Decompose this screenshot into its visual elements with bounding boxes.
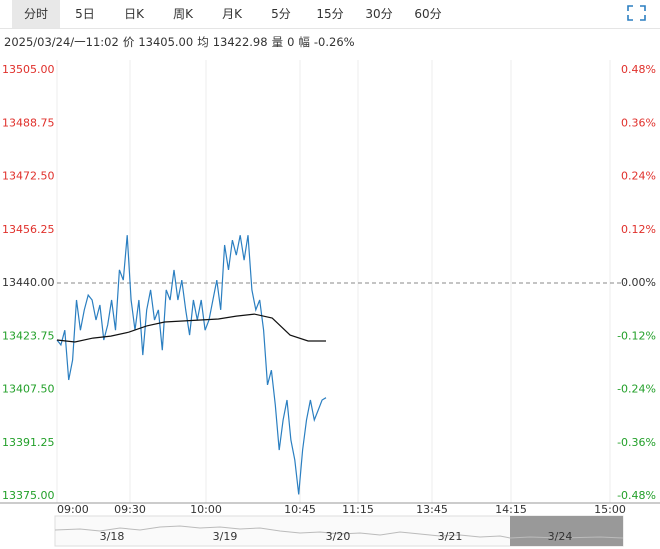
x-tick-label: 10:00 bbox=[190, 503, 222, 516]
x-tick-label: 11:15 bbox=[342, 503, 374, 516]
tab[interactable]: 日K bbox=[124, 7, 144, 21]
info-text: 0 bbox=[287, 35, 295, 49]
navigator-window[interactable] bbox=[510, 516, 623, 546]
y-tick-label: 13488.75 bbox=[2, 116, 55, 129]
navigator-line bbox=[54, 525, 624, 539]
y-tick-label: 13375.00 bbox=[2, 489, 55, 502]
y2-tick-label: 0.00% bbox=[621, 276, 656, 289]
info-text: 量 bbox=[271, 35, 284, 49]
y-tick-label: 13391.25 bbox=[2, 436, 55, 449]
x-tick-label: 09:30 bbox=[114, 503, 146, 516]
navigator-date: 3/24 bbox=[548, 530, 573, 543]
price-line bbox=[56, 235, 327, 495]
y2-tick-label: 0.48% bbox=[621, 63, 656, 76]
x-tick-label: 15:00 bbox=[594, 503, 626, 516]
tab[interactable]: 60分 bbox=[414, 7, 442, 21]
tab[interactable]: 5分 bbox=[271, 7, 291, 21]
tab[interactable]: 月K bbox=[222, 7, 242, 21]
info-text: 幅 bbox=[298, 35, 310, 49]
info-text: 13422.98 bbox=[212, 35, 268, 49]
y2-tick-label: -0.36% bbox=[617, 436, 656, 449]
y2-tick-label: 0.36% bbox=[621, 116, 656, 129]
y2-tick-label: 0.12% bbox=[621, 223, 656, 236]
y-tick-label: 13505.00 bbox=[2, 63, 55, 76]
x-tick-label: 14:15 bbox=[495, 503, 527, 516]
navigator-date: 3/19 bbox=[213, 530, 238, 543]
y-tick-label: 13472.50 bbox=[2, 170, 55, 183]
info-text: 均 bbox=[197, 35, 209, 49]
y2-tick-label: -0.24% bbox=[617, 383, 656, 396]
y-tick-label: 13407.50 bbox=[2, 383, 55, 396]
x-tick-label: 09:00 bbox=[57, 503, 89, 516]
tab[interactable]: 15分 bbox=[316, 7, 344, 21]
info-line: 2025/03/24/一11:02 价 13405.00 均 13422.98 量 0 幅 -0… bbox=[4, 34, 359, 50]
info-text: 13405.00 bbox=[138, 35, 194, 49]
fullscreen-icon[interactable] bbox=[627, 5, 646, 21]
tab[interactable]: 30分 bbox=[365, 7, 393, 21]
y2-tick-label: -0.12% bbox=[617, 329, 656, 342]
y-tick-label: 13456.25 bbox=[2, 223, 55, 236]
navigator-date: 3/20 bbox=[326, 530, 351, 543]
average-line bbox=[56, 313, 326, 343]
y2-tick-label: -0.48% bbox=[617, 489, 656, 502]
y-tick-label: 13440.00 bbox=[2, 276, 55, 289]
tab-bar: 分时 5日 日K 周K 月K 5分 15分 30分 60分 bbox=[0, 0, 660, 29]
x-tick-label: 10:45 bbox=[284, 503, 316, 516]
y2-tick-label: 0.24% bbox=[621, 170, 656, 183]
tab[interactable]: 5日 bbox=[75, 7, 95, 21]
tab[interactable]: 周K bbox=[173, 7, 193, 21]
info-text: 2025/03/24/一11:02 bbox=[4, 35, 119, 49]
navigator-date: 3/21 bbox=[438, 530, 463, 543]
info-text: -0.26% bbox=[313, 35, 355, 49]
y-tick-label: 13423.75 bbox=[2, 329, 55, 342]
info-text: 价 bbox=[122, 35, 135, 49]
navigator-date: 3/18 bbox=[100, 530, 125, 543]
x-tick-label: 13:45 bbox=[416, 503, 448, 516]
tab[interactable]: 分时 bbox=[12, 0, 60, 28]
